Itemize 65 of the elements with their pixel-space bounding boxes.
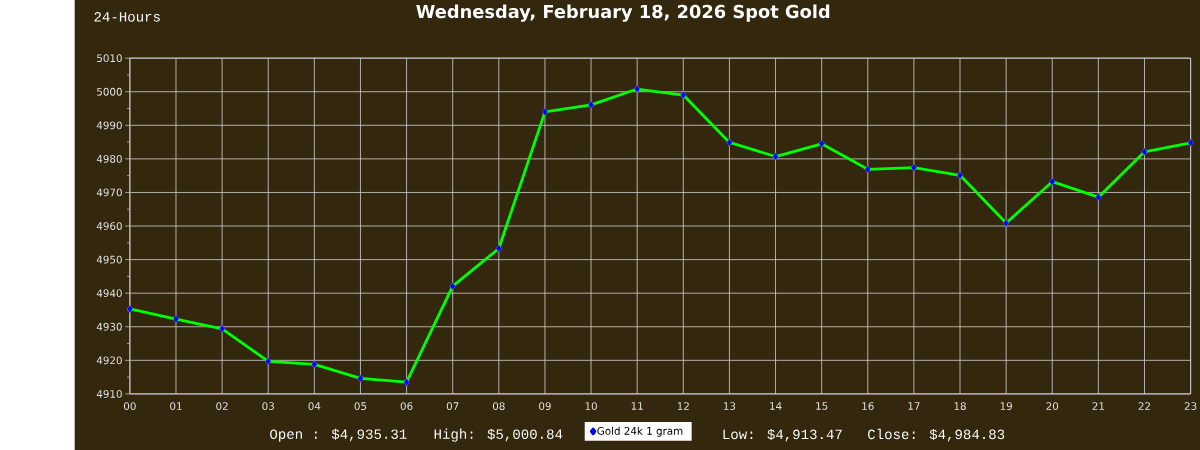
point <box>1141 147 1148 156</box>
y-tick-label: 4990 <box>96 121 122 130</box>
legend-label: Gold 24k 1 gram <box>597 426 683 437</box>
x-tick-label: 18 <box>954 402 966 410</box>
point <box>772 152 779 161</box>
x-tick-label: 23 <box>1184 402 1197 410</box>
point <box>311 360 318 369</box>
point <box>910 163 917 172</box>
x-tick-label: 10 <box>585 402 597 410</box>
x-tick-label: 01 <box>170 402 182 410</box>
point <box>956 171 964 180</box>
x-tick-label: 20 <box>1046 402 1059 410</box>
x-tick-label: 03 <box>262 402 274 410</box>
point <box>126 304 133 313</box>
x-tick-label: 21 <box>1092 402 1104 410</box>
y-tick-label: 4920 <box>96 356 122 365</box>
y-tick-label: 4950 <box>96 255 122 264</box>
x-tick-label: 17 <box>908 402 920 410</box>
y-tick-label: 5010 <box>97 54 122 62</box>
text: Open : $4,935.31 <box>270 428 407 442</box>
point <box>587 100 595 109</box>
x-tick-label: 14 <box>770 402 782 410</box>
point <box>495 244 502 253</box>
point <box>864 165 871 174</box>
x-tick-label: 09 <box>539 402 551 410</box>
point <box>726 138 733 147</box>
point <box>265 357 272 366</box>
point <box>1003 218 1010 227</box>
x-tick-label: 00 <box>123 402 136 410</box>
point <box>1095 193 1102 202</box>
x-tick-label: 06 <box>400 402 413 410</box>
point <box>680 90 687 100</box>
point <box>541 107 549 116</box>
text: High: $5,000.84 <box>434 428 563 442</box>
x-tick-label: 07 <box>446 402 459 410</box>
point <box>449 282 456 291</box>
point <box>1049 177 1056 186</box>
y-tick-label: 4940 <box>96 289 122 297</box>
point <box>357 374 364 383</box>
y-tick-label: 4930 <box>96 322 122 331</box>
y-tick-label: 4910 <box>96 389 122 398</box>
x-tick-label: 12 <box>677 402 689 410</box>
point <box>219 324 226 333</box>
x-tick-label: 04 <box>308 402 321 410</box>
y-tick-label: 4960 <box>96 222 122 230</box>
chart-subtitle: 24-Hours <box>94 12 160 22</box>
x-tick-label: 15 <box>816 402 828 410</box>
text: Close: $4,984.83 <box>868 428 1005 442</box>
x-tick-label: 19 <box>1000 402 1012 410</box>
x-tick-label: 08 <box>492 402 505 410</box>
point <box>634 84 641 93</box>
x-tick-label: 02 <box>216 402 228 410</box>
point <box>818 139 825 148</box>
x-tick-label: 22 <box>1138 402 1151 410</box>
y-tick-label: 4970 <box>96 188 122 197</box>
chart-title: Wednesday, February 18, 2026 Spot Gold <box>416 4 830 22</box>
text: Low: $4,913.47 <box>723 428 842 442</box>
x-tick-label: 13 <box>723 402 736 410</box>
y-tick-label: 4980 <box>96 154 122 163</box>
x-tick-label: 05 <box>354 402 367 410</box>
y-tick-label: 5000 <box>97 87 122 96</box>
point <box>403 378 410 387</box>
point <box>172 314 180 323</box>
x-tick-label: 16 <box>862 402 874 410</box>
x-tick-label: 11 <box>631 402 643 410</box>
